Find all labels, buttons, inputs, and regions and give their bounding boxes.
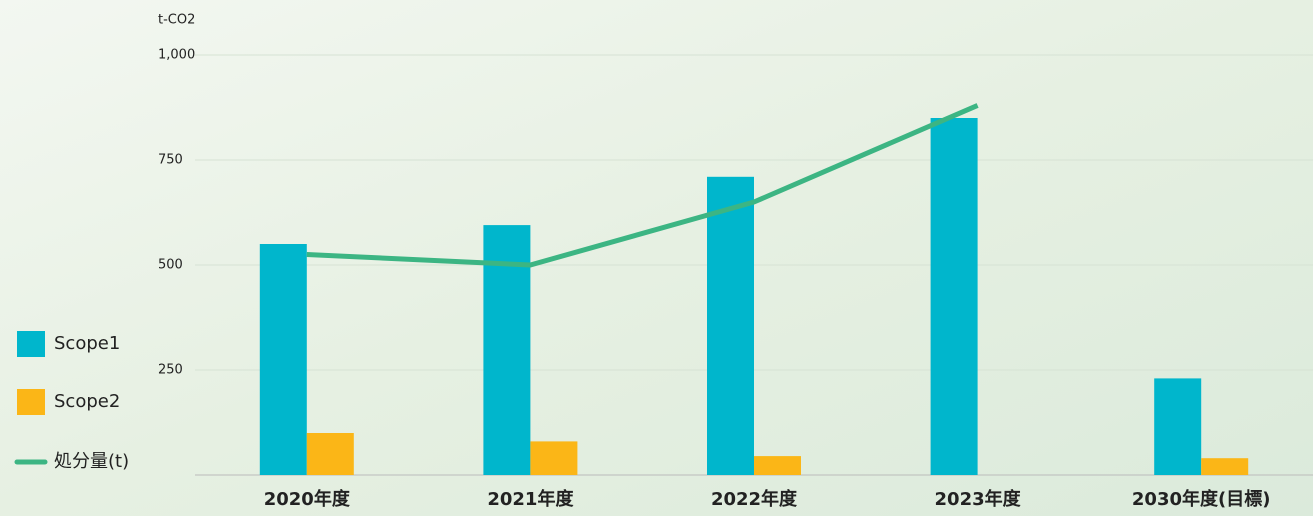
y-axis-label: t-CO2 bbox=[158, 13, 195, 28]
y-tick-label: 750 bbox=[158, 153, 183, 168]
bar bbox=[1201, 458, 1248, 475]
legend-label: Scope2 bbox=[54, 391, 120, 412]
legend-swatch bbox=[17, 331, 45, 357]
bar bbox=[260, 244, 307, 475]
y-tick-label: 500 bbox=[158, 258, 183, 273]
bar bbox=[931, 118, 978, 475]
bar bbox=[530, 441, 577, 475]
page: {"chart_data": {"type": "bar", "y_axis_l… bbox=[0, 0, 1313, 516]
x-tick-label: 2023年度 bbox=[935, 488, 1022, 510]
x-tick-label: 2021年度 bbox=[487, 488, 574, 510]
y-tick-label: 1,000 bbox=[158, 48, 195, 63]
legend-label: 処分量(t) bbox=[54, 451, 129, 472]
bar bbox=[1154, 378, 1201, 475]
background bbox=[0, 0, 1313, 516]
bar bbox=[307, 433, 354, 475]
chart: t-CO2 250 500 750 1,000 2020年度 2021年度 2022年度 20… bbox=[0, 0, 1313, 516]
x-tick-label: 2030年度(目標) bbox=[1132, 488, 1271, 510]
y-tick-label: 250 bbox=[158, 363, 183, 378]
legend-swatch bbox=[17, 389, 45, 415]
bar bbox=[707, 177, 754, 475]
x-tick-label: 2022年度 bbox=[711, 488, 798, 510]
x-tick-label: 2020年度 bbox=[264, 488, 351, 510]
bar bbox=[754, 456, 801, 475]
legend-label: Scope1 bbox=[54, 333, 120, 354]
